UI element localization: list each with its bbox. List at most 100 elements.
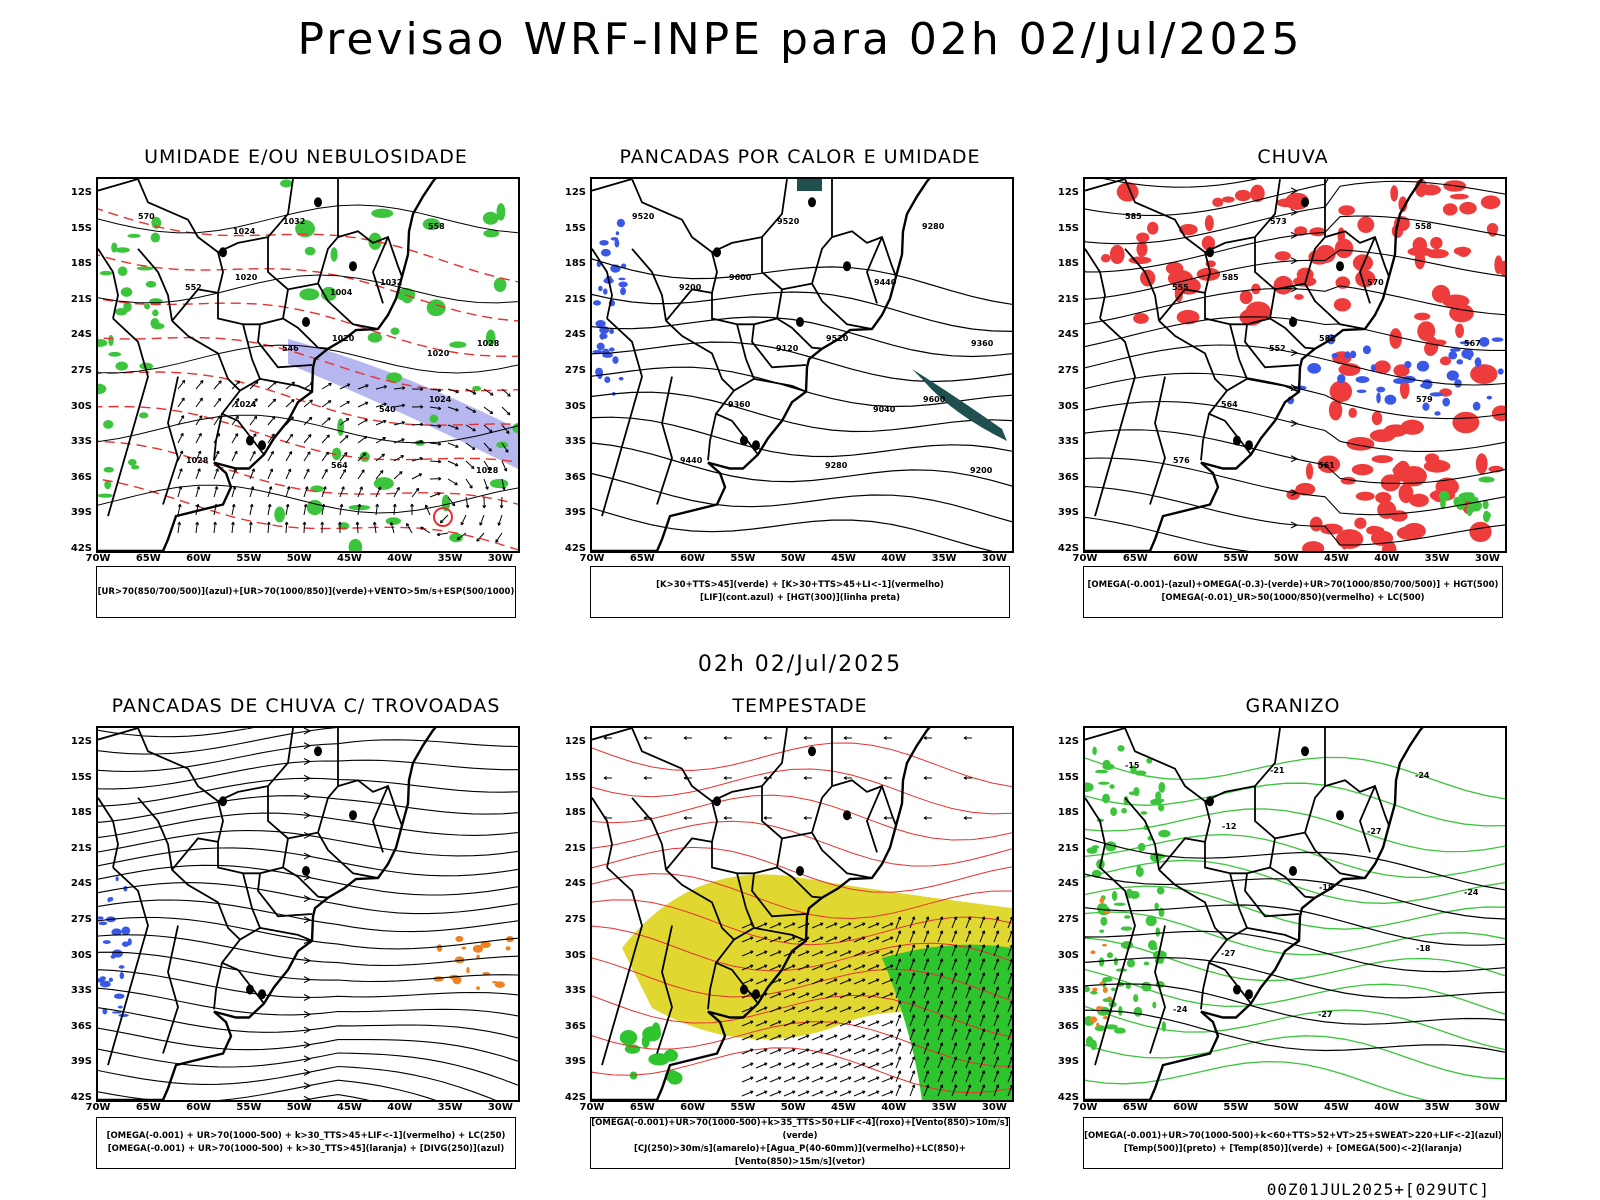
omega-blue	[1404, 360, 1412, 369]
temp850-green	[1158, 781, 1166, 793]
omega-blue	[1376, 392, 1381, 404]
wind-vector	[867, 1062, 880, 1069]
political-border	[776, 317, 823, 350]
political-border	[1207, 907, 1252, 1005]
political-border	[707, 962, 717, 1010]
latitude-tick-label: 30S	[1057, 949, 1079, 961]
wind-vector-head	[967, 958, 972, 962]
temp850-green	[1113, 902, 1126, 906]
wind-vector	[303, 399, 313, 408]
latitude-tick-label: 24S	[1057, 878, 1079, 890]
humidity-green	[359, 451, 370, 462]
wind-vector-head	[820, 1048, 824, 1052]
wind-vector-head	[1009, 1014, 1012, 1018]
wind-vector	[965, 1042, 971, 1055]
streamline	[98, 1007, 518, 1039]
contour-label: 546	[282, 344, 299, 353]
political-border	[1246, 927, 1300, 942]
wind-vector-head	[485, 486, 489, 490]
lake	[752, 989, 760, 1000]
political-border	[317, 283, 379, 330]
humidity-green	[98, 339, 108, 347]
wind-vector-head	[683, 736, 687, 740]
wind-vector-head	[953, 986, 958, 990]
wind-vector-head	[820, 1062, 824, 1066]
wind-vector	[769, 964, 782, 971]
latitude-tick-label: 24S	[1057, 329, 1079, 341]
wind-vector-head	[890, 978, 894, 982]
temp850-green	[1156, 886, 1165, 895]
lake	[349, 810, 357, 821]
wind-vector-head	[911, 1000, 916, 1004]
wind-vector	[979, 930, 985, 943]
wind-vector-head	[307, 451, 311, 455]
contour-label: 564	[331, 461, 348, 470]
divergence-blue	[111, 928, 122, 936]
wind-vector-head	[834, 1006, 838, 1010]
omega-blue	[1349, 350, 1357, 359]
wind-vector	[839, 1034, 852, 1041]
wind-vector	[909, 1014, 915, 1027]
wind-vector	[965, 1056, 971, 1069]
omega-blue	[1449, 348, 1461, 352]
wind-vector-head	[269, 468, 274, 472]
wind-vector	[339, 435, 349, 444]
wind-vector-head	[383, 402, 387, 407]
storm-orange	[476, 954, 480, 959]
omega-blue	[1384, 394, 1397, 405]
contour-label: 579	[1416, 395, 1433, 404]
wind-vector	[741, 1020, 754, 1027]
wind-vector	[797, 978, 810, 985]
wind-vector-head	[953, 1014, 958, 1018]
wind-vector	[895, 1028, 901, 1041]
political-border	[776, 866, 823, 899]
wind-vector	[839, 978, 852, 985]
wind-vector-head	[848, 1062, 852, 1066]
lif-blue	[599, 333, 608, 340]
wind-vector	[853, 950, 866, 957]
contour-label: 9360	[971, 339, 994, 348]
latitude-tick-label: 42S	[70, 1092, 92, 1103]
humidity-green	[280, 179, 293, 188]
latitude-tick-label: 18S	[1057, 258, 1079, 270]
wind-vector-head	[764, 1090, 768, 1094]
wind-vector-head	[981, 1042, 986, 1046]
latitude-tick-label: 27S	[1057, 365, 1079, 376]
precip-red	[1294, 294, 1304, 300]
wind-vector	[909, 916, 915, 929]
wind-vector-head	[439, 519, 444, 524]
wind-vector-head	[401, 403, 406, 408]
political-border	[665, 869, 735, 941]
political-border	[753, 927, 807, 942]
wind-vector	[937, 930, 943, 943]
latitude-tick-label: 39S	[70, 1056, 92, 1068]
map-canvas	[592, 728, 1012, 1100]
political-border	[811, 283, 873, 330]
longitude-tick-label: 65W	[135, 1102, 161, 1113]
humidity-green	[117, 266, 128, 277]
wind-vector	[895, 1070, 901, 1083]
streamline	[1085, 516, 1250, 551]
longitude-tick-label: 45W	[1324, 1102, 1349, 1113]
precip-red	[1491, 405, 1505, 422]
wind-vector	[755, 1090, 768, 1097]
wind-vector	[390, 522, 395, 534]
wind-vector	[406, 523, 413, 534]
wind-vector-head	[806, 992, 810, 996]
wind-vector	[195, 504, 199, 516]
wind-vector	[951, 1000, 957, 1013]
lake	[246, 435, 254, 446]
streamline-arrow	[303, 1010, 312, 1018]
humidity-green	[429, 414, 439, 423]
precip-red	[1396, 460, 1410, 478]
wind-vector-head	[487, 467, 491, 471]
wind-vector	[825, 950, 838, 957]
temp850-green	[1098, 957, 1105, 967]
wind-vector	[923, 1000, 929, 1013]
wind-vector	[249, 415, 258, 426]
wind-vector	[909, 972, 915, 985]
wind-vector-head	[764, 1076, 768, 1080]
streamline	[98, 1065, 497, 1100]
wind-vector	[249, 451, 256, 462]
wind-vector-head	[303, 503, 308, 508]
